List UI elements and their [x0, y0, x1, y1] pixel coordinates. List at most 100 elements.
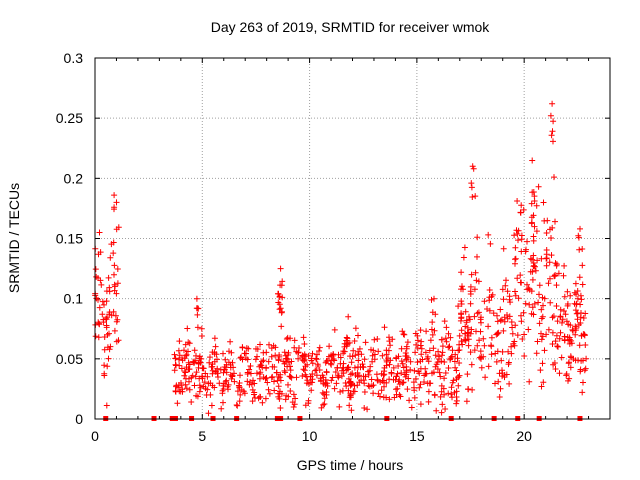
data-point	[551, 273, 558, 280]
data-point	[445, 365, 452, 371]
data-point	[445, 330, 452, 337]
data-point	[530, 233, 537, 240]
data-point	[197, 359, 204, 366]
data-point	[349, 370, 356, 377]
data-point	[441, 391, 448, 398]
data-point	[176, 382, 182, 388]
data-point	[460, 254, 467, 261]
data-point	[249, 398, 256, 405]
x-tick-label: 10	[302, 428, 318, 444]
data-point	[573, 291, 580, 298]
data-point	[531, 198, 538, 204]
data-point	[284, 334, 291, 341]
data-point	[320, 401, 327, 408]
data-point	[543, 251, 550, 258]
data-point	[401, 331, 408, 338]
data-point	[530, 252, 537, 259]
data-point	[567, 364, 574, 371]
data-point	[540, 379, 547, 386]
data-point	[497, 317, 504, 324]
data-point	[182, 381, 189, 388]
data-point	[437, 373, 444, 380]
data-point	[249, 386, 256, 393]
data-point	[465, 336, 472, 343]
data-point	[526, 301, 533, 308]
data-point	[442, 335, 449, 342]
data-point	[191, 382, 198, 389]
data-point	[95, 334, 102, 341]
x-tick-label: 15	[409, 428, 425, 444]
data-point	[572, 323, 579, 330]
data-point	[508, 343, 515, 350]
data-point	[254, 353, 260, 360]
data-point	[277, 371, 284, 378]
data-point	[573, 310, 580, 317]
data-point	[103, 298, 110, 305]
data-point	[105, 274, 112, 281]
data-point	[348, 380, 355, 387]
data-point	[345, 313, 352, 320]
data-point	[191, 347, 198, 354]
data-point	[533, 228, 540, 235]
data-point	[497, 306, 504, 313]
data-point	[355, 348, 362, 355]
data-point	[352, 352, 359, 359]
data-point	[97, 249, 104, 256]
data-point	[493, 358, 500, 365]
data-point	[305, 352, 312, 359]
data-point	[103, 322, 110, 329]
data-point	[244, 378, 251, 385]
data-point	[532, 267, 539, 274]
data-point	[104, 331, 111, 338]
data-point	[324, 383, 331, 389]
data-point	[529, 256, 536, 263]
data-point	[98, 281, 105, 288]
data-point	[453, 394, 460, 400]
data-point	[334, 364, 341, 371]
data-point	[518, 312, 524, 319]
data-point	[387, 357, 394, 364]
data-point	[441, 318, 448, 325]
data-point	[323, 369, 330, 376]
data-point	[307, 379, 314, 386]
data-point	[107, 343, 114, 350]
data-points	[92, 100, 590, 417]
data-point	[549, 224, 556, 231]
data-point	[462, 308, 469, 315]
data-point	[533, 350, 540, 357]
data-point	[386, 396, 393, 403]
data-point	[499, 373, 506, 380]
data-point	[258, 362, 265, 369]
data-point	[488, 334, 495, 341]
data-point	[505, 348, 512, 355]
data-point	[434, 366, 441, 372]
data-point	[498, 357, 505, 364]
data-point	[207, 391, 214, 398]
data-point	[338, 373, 345, 380]
data-point	[564, 301, 571, 307]
data-point	[475, 309, 482, 316]
data-point	[508, 350, 515, 357]
data-point	[284, 356, 291, 363]
axis-ticks: 0 5 10 15 20 0 0.05 0.1 0.15 0.2 0.25 0.3	[56, 50, 610, 444]
data-point	[387, 342, 394, 349]
data-point	[465, 386, 471, 393]
data-point	[176, 352, 183, 359]
data-point	[278, 309, 285, 316]
data-point	[572, 307, 579, 314]
data-point	[541, 347, 548, 354]
data-point	[579, 262, 586, 269]
data-point	[299, 352, 306, 359]
data-point	[472, 193, 479, 200]
data-point	[450, 377, 457, 384]
data-point	[499, 286, 506, 293]
data-point	[538, 383, 545, 390]
data-point	[97, 277, 104, 284]
data-point	[248, 370, 254, 377]
data-point	[414, 359, 421, 366]
data-point	[399, 328, 406, 335]
data-point	[317, 378, 324, 385]
data-point	[553, 332, 560, 339]
y-tick-label: 0.05	[56, 351, 83, 367]
data-point	[556, 335, 563, 342]
